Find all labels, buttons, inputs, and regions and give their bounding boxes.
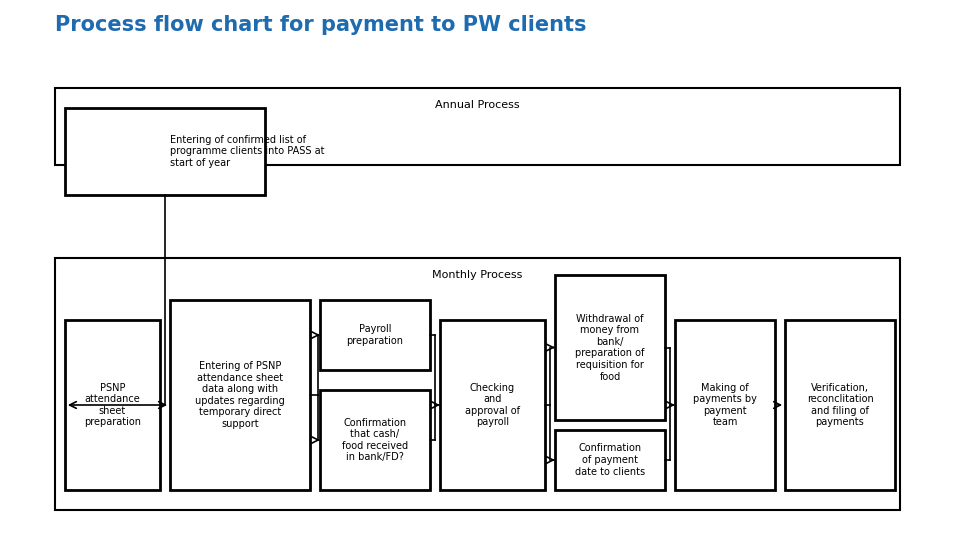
- Bar: [65, 320, 160, 490]
- Bar: [320, 390, 430, 490]
- Text: Annual Process: Annual Process: [435, 100, 519, 110]
- Bar: [675, 320, 775, 490]
- Text: Payroll
preparation: Payroll preparation: [347, 324, 403, 346]
- Bar: [555, 430, 665, 490]
- Text: Process flow chart for payment to PW clients: Process flow chart for payment to PW cli…: [55, 15, 587, 35]
- Text: Withdrawal of
money from
bank/
preparation of
requisition for
food: Withdrawal of money from bank/ preparati…: [575, 314, 645, 381]
- Bar: [65, 108, 265, 195]
- Text: Entering of confirmed list of
programme clients into PASS at
start of year: Entering of confirmed list of programme …: [170, 135, 324, 168]
- Bar: [785, 320, 895, 490]
- Text: Confirmation
of payment
date to clients: Confirmation of payment date to clients: [575, 443, 645, 477]
- Text: Verification,
reconclitation
and filing of
payments: Verification, reconclitation and filing …: [806, 383, 874, 427]
- Text: Confirmation
that cash/
food received
in bank/FD?: Confirmation that cash/ food received in…: [342, 417, 408, 462]
- Text: Entering of PSNP
attendance sheet
data along with
updates regarding
temporary di: Entering of PSNP attendance sheet data a…: [195, 361, 285, 429]
- Text: Making of
payments by
payment
team: Making of payments by payment team: [693, 383, 756, 427]
- Bar: [440, 320, 545, 490]
- Bar: [555, 275, 665, 420]
- Bar: [320, 300, 430, 370]
- Text: Monthly Process: Monthly Process: [432, 270, 522, 280]
- Text: PSNP
attendance
sheet
preparation: PSNP attendance sheet preparation: [84, 383, 141, 427]
- Bar: [55, 88, 900, 165]
- Bar: [55, 258, 900, 510]
- Text: Checking
and
approval of
payroll: Checking and approval of payroll: [465, 383, 520, 427]
- Bar: [170, 300, 310, 490]
